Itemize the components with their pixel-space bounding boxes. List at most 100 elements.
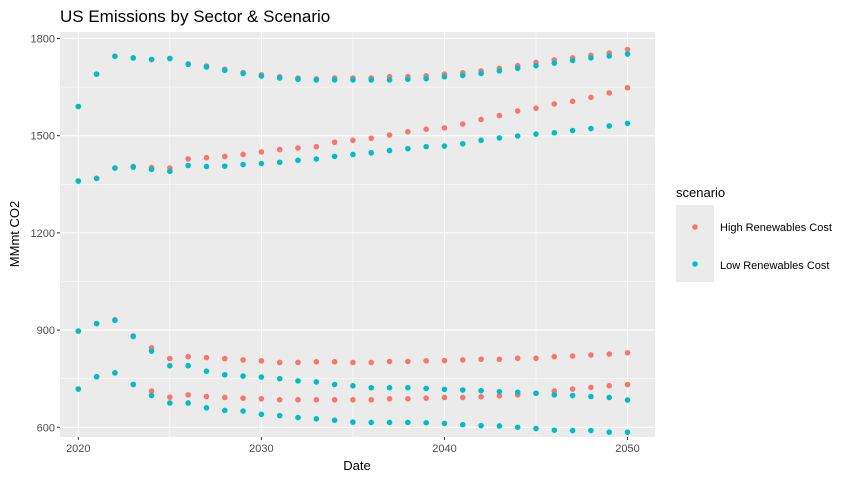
legend-label-low-renewables: Low Renewables Cost bbox=[720, 260, 829, 272]
data-point bbox=[514, 355, 521, 362]
data-point bbox=[588, 55, 594, 61]
data-point bbox=[203, 368, 210, 375]
data-point bbox=[386, 395, 393, 402]
data-point bbox=[405, 395, 411, 402]
data-point bbox=[167, 394, 173, 400]
data-point bbox=[331, 396, 338, 403]
data-point bbox=[441, 386, 448, 393]
data-point bbox=[624, 84, 631, 91]
x-axis: 2020 2030 2040 2050 bbox=[66, 437, 640, 455]
data-point bbox=[221, 153, 228, 160]
data-point bbox=[221, 163, 228, 169]
data-point bbox=[313, 143, 320, 150]
data-point bbox=[350, 396, 356, 403]
y-tick-label: 600 bbox=[37, 422, 55, 434]
data-point bbox=[276, 412, 283, 419]
data-point bbox=[496, 356, 503, 363]
data-point bbox=[386, 358, 393, 365]
data-point bbox=[514, 108, 521, 114]
data-point bbox=[185, 400, 191, 406]
data-point bbox=[496, 388, 503, 395]
data-point bbox=[496, 393, 503, 399]
data-point bbox=[569, 98, 576, 105]
data-point bbox=[167, 55, 173, 62]
data-point bbox=[368, 384, 375, 391]
data-point bbox=[258, 73, 265, 79]
data-point bbox=[313, 359, 320, 365]
data-point bbox=[350, 383, 356, 389]
data-point bbox=[203, 154, 210, 161]
data-point bbox=[368, 419, 375, 426]
data-point bbox=[423, 126, 429, 132]
data-point bbox=[313, 77, 320, 83]
data-point bbox=[459, 394, 466, 401]
data-point bbox=[221, 355, 228, 362]
data-point bbox=[514, 65, 521, 72]
data-point bbox=[112, 370, 118, 376]
data-point bbox=[185, 61, 191, 68]
x-tick-label: 2030 bbox=[249, 443, 273, 455]
data-point bbox=[496, 423, 503, 429]
data-point bbox=[295, 414, 301, 421]
data-point bbox=[313, 379, 320, 385]
plot-panel bbox=[60, 32, 655, 437]
data-point bbox=[258, 149, 265, 155]
data-point bbox=[368, 359, 375, 366]
data-point bbox=[551, 388, 558, 394]
data-point bbox=[569, 392, 576, 399]
data-point bbox=[441, 357, 448, 364]
data-point bbox=[75, 386, 82, 392]
data-point bbox=[405, 145, 411, 152]
data-point bbox=[221, 371, 228, 378]
data-point bbox=[514, 133, 521, 139]
data-point bbox=[441, 73, 448, 80]
data-point bbox=[606, 429, 613, 435]
data-point bbox=[441, 394, 448, 401]
data-point bbox=[276, 375, 283, 382]
data-point bbox=[459, 421, 466, 428]
data-point bbox=[606, 351, 613, 357]
data-point bbox=[459, 121, 466, 127]
chart-title: US Emissions by Sector & Scenario bbox=[60, 7, 330, 26]
data-point bbox=[185, 156, 191, 162]
data-point bbox=[167, 362, 173, 369]
data-point bbox=[533, 62, 539, 69]
x-tick-label: 2050 bbox=[615, 443, 639, 455]
grid bbox=[60, 32, 655, 437]
x-tick-label: 2040 bbox=[432, 443, 456, 455]
data-points bbox=[75, 46, 631, 435]
data-point bbox=[569, 386, 576, 392]
data-point bbox=[405, 76, 411, 83]
data-point bbox=[514, 424, 521, 431]
data-point bbox=[551, 392, 558, 398]
data-point bbox=[478, 356, 484, 363]
data-point bbox=[588, 393, 594, 400]
data-point bbox=[350, 151, 356, 158]
data-point bbox=[112, 165, 118, 171]
data-point bbox=[533, 131, 539, 137]
data-point bbox=[203, 354, 210, 361]
data-point bbox=[350, 419, 356, 425]
data-point bbox=[606, 383, 613, 389]
data-point bbox=[331, 77, 338, 83]
data-point bbox=[551, 427, 558, 433]
data-point bbox=[313, 416, 320, 422]
legend-key-background bbox=[676, 205, 714, 282]
data-point bbox=[276, 396, 283, 403]
data-point bbox=[533, 355, 539, 362]
data-point bbox=[405, 419, 411, 426]
data-point bbox=[569, 427, 576, 434]
data-point bbox=[276, 75, 283, 81]
data-point bbox=[185, 162, 191, 169]
data-point bbox=[533, 105, 539, 111]
data-point bbox=[295, 378, 301, 384]
data-point bbox=[386, 147, 393, 154]
data-point bbox=[221, 407, 228, 414]
data-point bbox=[478, 387, 484, 394]
y-tick-label: 1200 bbox=[31, 228, 55, 240]
data-point bbox=[368, 396, 375, 403]
data-point bbox=[276, 159, 283, 166]
data-point bbox=[93, 373, 100, 380]
data-point bbox=[588, 125, 594, 132]
data-point bbox=[551, 60, 558, 66]
